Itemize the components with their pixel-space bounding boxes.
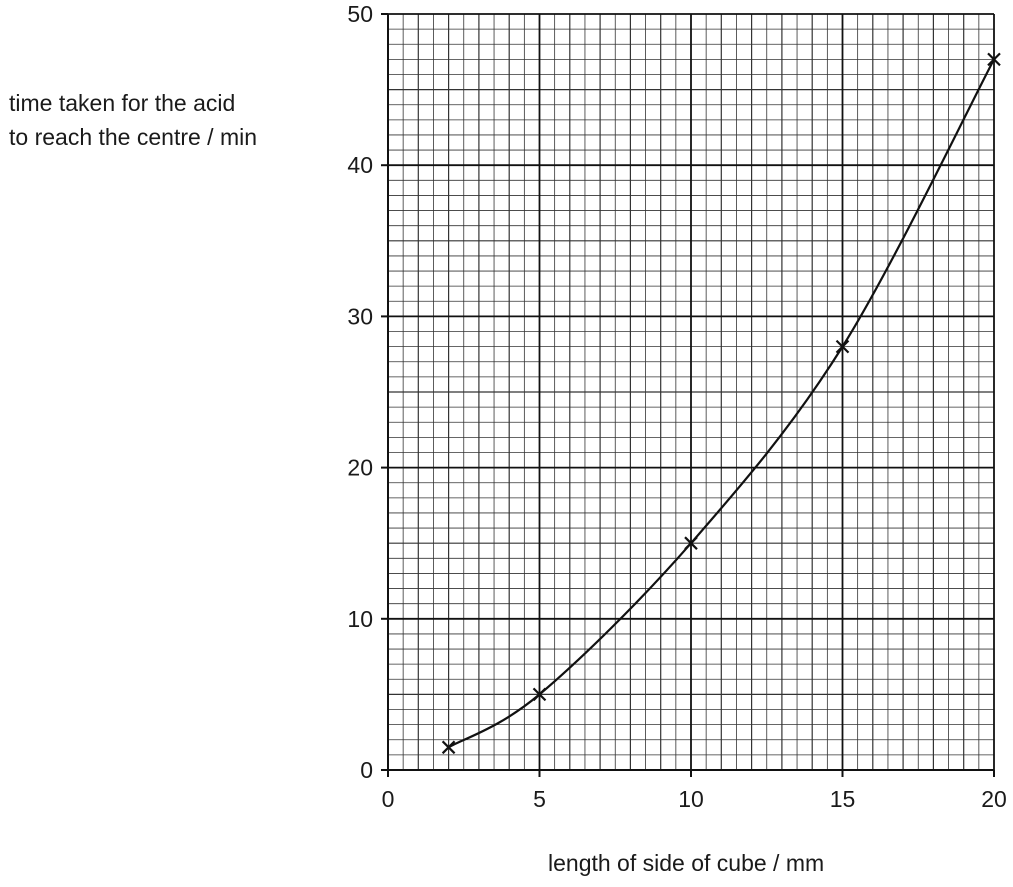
y-tick-label: 30 (347, 303, 373, 329)
y-axis-label: time taken for the acid to reach the cen… (9, 86, 257, 154)
x-tick-label: 10 (678, 786, 704, 812)
data-point-marker (441, 740, 456, 755)
y-tick-label: 40 (347, 152, 373, 178)
markers (441, 52, 1001, 755)
marker-stroke (441, 740, 456, 755)
x-tick-label: 20 (981, 786, 1007, 812)
y-tick-label: 50 (347, 1, 373, 27)
data-point-marker (835, 339, 850, 354)
tick-labels: 0 5 10 15 20 0 10 20 30 40 50 (347, 1, 1006, 812)
axes (381, 13, 995, 777)
y-axis-label-line-2: to reach the centre / min (9, 124, 258, 150)
marker-stroke (532, 687, 547, 702)
x-tick-label: 0 (382, 786, 395, 812)
marker-stroke (835, 339, 850, 354)
x-tick-label: 5 (533, 786, 546, 812)
major-grid (387, 13, 995, 771)
y-tick-label: 0 (360, 757, 373, 783)
marker-stroke (684, 536, 698, 550)
marker-stroke (987, 52, 1001, 67)
y-tick-label: 10 (347, 606, 373, 632)
data-point-marker (684, 536, 698, 550)
y-axis-label-line-1: time taken for the acid (9, 90, 236, 116)
x-tick-label: 15 (830, 786, 856, 812)
x-axis-label: length of side of cube / mm (548, 850, 825, 876)
data-point-marker (532, 687, 547, 702)
y-tick-label: 20 (347, 455, 373, 481)
data-point-marker (987, 52, 1001, 67)
